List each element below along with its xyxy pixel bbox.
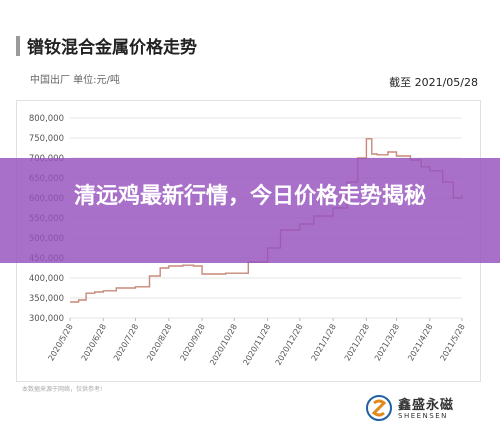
x-tick-label: 2021/2/28 bbox=[343, 323, 371, 363]
x-tick-label: 2020/5/28 bbox=[46, 323, 74, 363]
x-tick-label: 2020/6/28 bbox=[80, 323, 108, 363]
chart-subtitle: 中国出厂 单位:元/吨 bbox=[30, 75, 120, 86]
brand-logo: 鑫盛永磁 SHEENSEN bbox=[366, 394, 476, 424]
title-accent-bar bbox=[16, 36, 20, 56]
headline-banner: 清远鸡最新行情，今日价格走势揭秘 bbox=[0, 158, 500, 263]
y-tick-label: 300,000 bbox=[29, 314, 64, 324]
x-tick-label: 2021/5/28 bbox=[438, 323, 466, 363]
brand-logo-icon bbox=[366, 395, 392, 421]
chart-title: 镨钕混合金属价格走势 bbox=[27, 38, 197, 58]
source-footnote: 本数据来源于网络，仅供参考! bbox=[22, 386, 103, 393]
x-tick-label: 2021/4/28 bbox=[406, 323, 434, 363]
x-tick-label: 2021/3/28 bbox=[373, 323, 401, 363]
brand-name-cn: 鑫盛永磁 bbox=[398, 398, 455, 413]
x-tick-label: 2020/9/28 bbox=[179, 323, 207, 363]
x-tick-label: 2020/11/28 bbox=[241, 323, 272, 367]
x-tick-label: 2020/10/28 bbox=[208, 323, 239, 367]
y-tick-label: 350,000 bbox=[29, 294, 64, 304]
x-tick-label: 2020/12/28 bbox=[274, 323, 305, 367]
y-tick-label: 400,000 bbox=[29, 274, 64, 284]
brand-name-en: SHEENSEN bbox=[398, 412, 448, 420]
x-tick-label: 2021/1/28 bbox=[310, 323, 338, 363]
headline-text: 清远鸡最新行情，今日价格走势揭秘 bbox=[73, 184, 426, 209]
x-tick-label: 2020/7/28 bbox=[112, 323, 140, 363]
y-tick-label: 800,000 bbox=[29, 114, 64, 124]
as-of-date: 截至 2021/05/28 bbox=[389, 76, 478, 89]
y-tick-label: 750,000 bbox=[29, 134, 64, 144]
x-tick-label: 2020/8/28 bbox=[145, 323, 173, 363]
